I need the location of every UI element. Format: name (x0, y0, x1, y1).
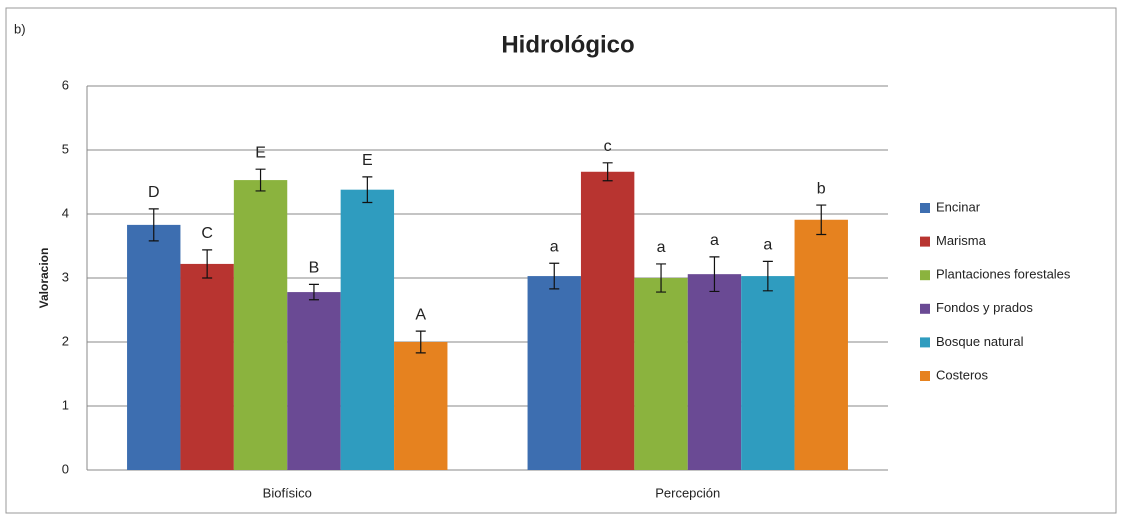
legend-swatch (920, 270, 930, 281)
x-tick-label: Percepción (655, 485, 720, 500)
significance-letter: b (817, 180, 826, 197)
significance-letter: C (201, 225, 213, 242)
bar (741, 276, 795, 470)
bar (127, 224, 181, 470)
y-tick-label: 6 (62, 77, 69, 92)
bar (794, 219, 848, 470)
error-bar (709, 256, 720, 293)
y-axis-label: Valoracion (37, 248, 51, 309)
error-bar (255, 168, 266, 192)
y-tick-label: 3 (62, 269, 69, 284)
significance-letter: B (309, 260, 320, 277)
significance-letter: D (148, 184, 160, 201)
bar (527, 276, 581, 470)
legend-swatch (920, 203, 930, 213)
legend-label: Plantaciones forestales (936, 267, 1071, 282)
panel-label: b) (14, 21, 26, 36)
significance-letter: E (362, 152, 373, 169)
legend-label: Bosque natural (936, 334, 1024, 349)
x-tick-label: Biofísico (263, 485, 312, 500)
error-bar (308, 283, 319, 301)
error-bar (656, 263, 667, 293)
error-bar (202, 249, 213, 279)
error-bar (148, 208, 159, 242)
bar (394, 342, 448, 470)
legend-swatch (920, 236, 930, 247)
y-tick-label: 2 (62, 333, 69, 348)
significance-letter: a (763, 237, 772, 254)
y-tick-label: 4 (62, 205, 69, 220)
error-bar (549, 262, 560, 290)
error-bar (816, 204, 827, 236)
bar (340, 189, 395, 470)
error-bar (762, 260, 773, 292)
bar (233, 180, 288, 470)
significance-letter: a (710, 232, 719, 249)
significance-letter: a (657, 239, 666, 256)
significance-letter: E (255, 144, 266, 161)
legend-label: Encinar (936, 199, 981, 214)
bar (687, 274, 742, 470)
y-tick-label: 0 (62, 461, 69, 476)
y-tick-label: 5 (62, 141, 69, 156)
bar (634, 278, 688, 470)
y-tick-label: 1 (62, 397, 69, 412)
legend-swatch (920, 337, 930, 348)
error-bar (602, 162, 613, 182)
significance-letter: a (550, 238, 559, 255)
bar (287, 292, 341, 470)
significance-letter: c (604, 138, 612, 155)
legend-label: Marisma (936, 233, 987, 248)
error-bar (415, 330, 426, 354)
error-bar (362, 176, 373, 204)
significance-letter: A (415, 306, 426, 323)
legend-swatch (920, 371, 930, 381)
bar (180, 263, 234, 470)
legend-label: Costeros (936, 367, 989, 382)
chart-title: Hidrológico (501, 31, 634, 58)
legend-swatch (920, 303, 930, 314)
legend-label: Fondos y prados (936, 300, 1033, 315)
bar (580, 171, 635, 470)
